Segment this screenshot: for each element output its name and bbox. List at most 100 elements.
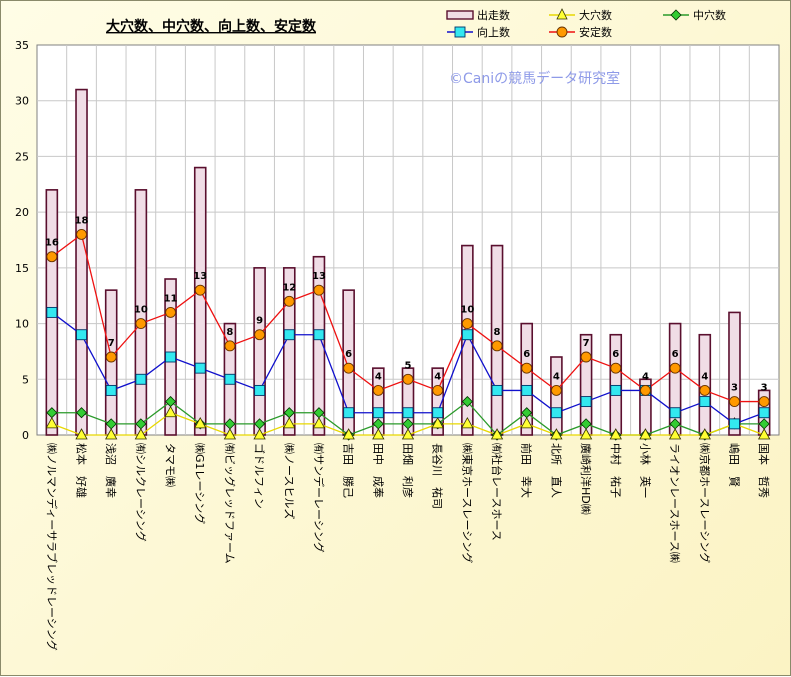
y-tick-label: 0 — [22, 429, 29, 442]
legend-item: 安定数 — [549, 25, 612, 39]
marker-square — [224, 373, 236, 385]
marker-circle — [283, 295, 295, 307]
marker-circle — [758, 396, 770, 408]
marker-square — [580, 396, 592, 408]
legend-marker — [556, 8, 568, 20]
marker-triangle — [431, 417, 444, 429]
marker-square — [343, 407, 355, 419]
x-tick-label: 国本 哲秀 — [757, 443, 771, 498]
legend-label: 出走数 — [477, 8, 510, 22]
marker-triangle — [342, 428, 355, 440]
data-label: 10 — [134, 305, 148, 316]
marker-triangle — [639, 428, 652, 440]
y-tick-label: 30 — [15, 95, 29, 108]
legend-item: 中穴数 — [663, 8, 726, 22]
marker-triangle — [223, 428, 237, 440]
data-label: 4 — [434, 371, 441, 382]
data-label: 13 — [193, 271, 207, 282]
data-label: 11 — [164, 293, 178, 304]
data-label: 4 — [642, 371, 649, 382]
data-label: 10 — [460, 305, 474, 316]
x-tick-label: 松本 好雄 — [75, 443, 89, 498]
data-label: 5 — [405, 360, 412, 371]
marker-circle — [580, 351, 592, 363]
x-tick-label: ゴドルフィン — [253, 443, 267, 509]
marker-diamond — [75, 407, 88, 419]
marker-square — [461, 329, 473, 341]
x-tick-label: 廣崎利洋HD㈱ — [579, 443, 593, 515]
y-tick-label: 10 — [15, 318, 29, 331]
marker-circle — [76, 228, 87, 240]
legend-item: 大穴数 — [549, 8, 612, 22]
x-axis: ㈱ノルマンディーサラブレッドレーシング 松本 好雄 浅沼 廣幸 ㈲シルクレーシング タマ… — [45, 443, 771, 651]
y-axis: 0 5 10 15 20 25 30 35 — [15, 39, 29, 442]
data-label: 18 — [75, 215, 89, 226]
bar — [312, 255, 326, 436]
series-markers — [45, 228, 771, 441]
marker-square — [402, 407, 414, 419]
marker-circle — [461, 318, 473, 330]
data-label: 4 — [553, 371, 560, 382]
marker-square — [491, 384, 503, 396]
watermark-text: ©Caniの競馬データ研究室 — [449, 70, 620, 87]
data-label: 4 — [375, 371, 382, 382]
marker-triangle — [372, 428, 385, 440]
legend-label: 大穴数 — [579, 8, 612, 22]
legend-swatch — [446, 10, 474, 20]
marker-square — [610, 384, 622, 396]
marker-square — [699, 396, 711, 408]
marker-circle — [194, 284, 206, 296]
marker-triangle — [609, 428, 622, 440]
bar — [728, 311, 741, 436]
marker-circle — [105, 351, 117, 363]
marker-triangle — [698, 428, 711, 440]
marker-triangle — [75, 428, 88, 440]
marker-circle — [610, 362, 622, 374]
marker-triangle — [579, 428, 593, 440]
marker-circle — [135, 318, 147, 330]
x-tick-label: 長谷川 祐司 — [431, 443, 444, 509]
legend-item: 出走数 — [446, 8, 510, 22]
marker-triangle — [490, 428, 504, 440]
marker-square — [669, 407, 681, 419]
marker-triangle — [164, 405, 177, 418]
bar — [461, 244, 474, 436]
bar — [75, 88, 88, 436]
marker-square — [165, 351, 177, 363]
marker-square — [432, 407, 444, 419]
bar — [431, 367, 444, 436]
x-tick-label: 小林 英一 — [638, 443, 652, 498]
marker-circle — [491, 340, 503, 352]
marker-square — [105, 384, 117, 396]
y-tick-label: 25 — [15, 150, 29, 163]
marker-triangle — [550, 428, 563, 440]
marker-square — [254, 384, 266, 396]
marker-circle — [313, 284, 325, 296]
x-tick-label: ㈱東京ホースレーシング — [460, 443, 474, 563]
marker-circle — [729, 396, 740, 408]
marker-triangle — [105, 428, 118, 440]
bar — [193, 166, 207, 436]
marker-square — [283, 329, 295, 341]
legend-label: 安定数 — [579, 25, 612, 39]
data-label: 6 — [612, 349, 619, 360]
marker-square — [729, 418, 740, 430]
data-label: 12 — [282, 282, 296, 293]
marker-circle — [402, 373, 414, 385]
x-tick-label: ㈱ノルマンディーサラブレッドレーシング — [45, 443, 59, 651]
data-label: 13 — [312, 271, 326, 282]
x-tick-label: 吉田 勝己 — [342, 443, 356, 498]
marker-triangle — [668, 428, 682, 440]
data-label: 7 — [108, 338, 115, 349]
x-tick-label: ㈱G1レーシング — [193, 443, 207, 524]
data-label: 6 — [523, 349, 530, 360]
data-label: 6 — [672, 349, 679, 360]
x-tick-label: ㈲シルクレーシング — [134, 443, 148, 542]
marker-circle — [521, 362, 533, 374]
marker-circle — [46, 251, 58, 263]
x-tick-label: 田畑 利彦 — [401, 443, 415, 498]
bar — [490, 244, 504, 436]
marker-circle — [669, 362, 681, 374]
